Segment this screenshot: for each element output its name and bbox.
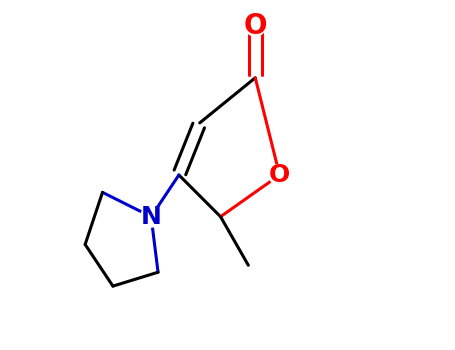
Circle shape [245, 15, 266, 36]
Text: N: N [141, 205, 162, 229]
Text: O: O [269, 163, 290, 187]
Circle shape [269, 164, 290, 186]
Circle shape [141, 206, 162, 227]
Text: O: O [243, 12, 267, 40]
